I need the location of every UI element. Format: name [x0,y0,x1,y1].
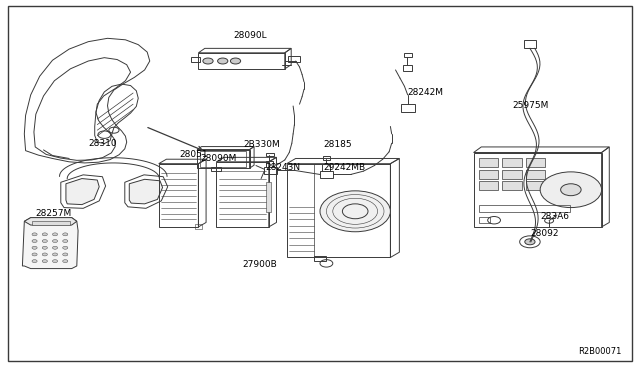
Circle shape [63,253,68,256]
Bar [401,104,415,112]
Polygon shape [129,179,163,204]
Circle shape [561,184,581,196]
Text: 27900B: 27900B [242,260,276,269]
Bar [288,56,300,62]
Text: 29242MB: 29242MB [323,163,365,172]
Bar [314,256,326,261]
Circle shape [42,260,47,263]
Circle shape [63,233,68,236]
Text: R2B00071: R2B00071 [579,347,622,356]
Bar [404,53,412,57]
Text: 25975M: 25975M [512,101,548,110]
Circle shape [52,233,58,236]
Text: 28242M: 28242M [408,89,444,97]
Text: 28092: 28092 [530,229,559,238]
Circle shape [32,253,37,256]
Circle shape [32,233,37,236]
Circle shape [52,253,58,256]
Circle shape [42,246,47,249]
Bar [211,167,221,171]
Circle shape [52,240,58,243]
Bar [524,40,536,48]
Bar [502,181,522,190]
Polygon shape [24,218,77,225]
Circle shape [63,246,68,249]
Polygon shape [66,179,99,205]
Circle shape [545,218,554,223]
Bar [266,182,271,212]
Text: 28051: 28051 [179,150,208,159]
Bar [526,170,545,179]
Circle shape [32,240,37,243]
Text: 28090M: 28090M [200,154,237,163]
Bar [191,57,200,62]
Bar [502,158,522,167]
Circle shape [32,246,37,249]
Circle shape [63,260,68,263]
Circle shape [63,240,68,243]
Circle shape [525,239,535,245]
Bar [266,161,273,167]
Circle shape [203,58,213,64]
Bar [266,153,274,156]
Bar [479,170,498,179]
Bar [479,205,570,212]
Bar [526,181,545,190]
Text: 28310: 28310 [88,139,117,148]
Bar [195,224,202,229]
Bar [32,221,70,225]
Bar [200,151,246,167]
Bar [526,158,545,167]
Text: 28243N: 28243N [266,163,301,172]
Circle shape [52,260,58,263]
Circle shape [52,246,58,249]
Circle shape [218,58,228,64]
Text: 28185: 28185 [324,140,353,149]
Text: 28090L: 28090L [234,31,268,40]
Text: 283A6: 283A6 [541,212,570,221]
Circle shape [42,240,47,243]
Bar [479,217,490,223]
Circle shape [230,58,241,64]
Polygon shape [22,218,78,269]
Text: 2B330M: 2B330M [243,140,280,149]
Bar [502,170,522,179]
Bar [323,156,330,160]
Circle shape [42,253,47,256]
Bar [479,158,498,167]
Bar [479,181,498,190]
Circle shape [32,260,37,263]
Bar [322,164,330,171]
Circle shape [540,172,602,208]
Circle shape [320,191,390,232]
Text: 28257M: 28257M [35,209,72,218]
Bar [403,65,412,71]
Circle shape [42,233,47,236]
